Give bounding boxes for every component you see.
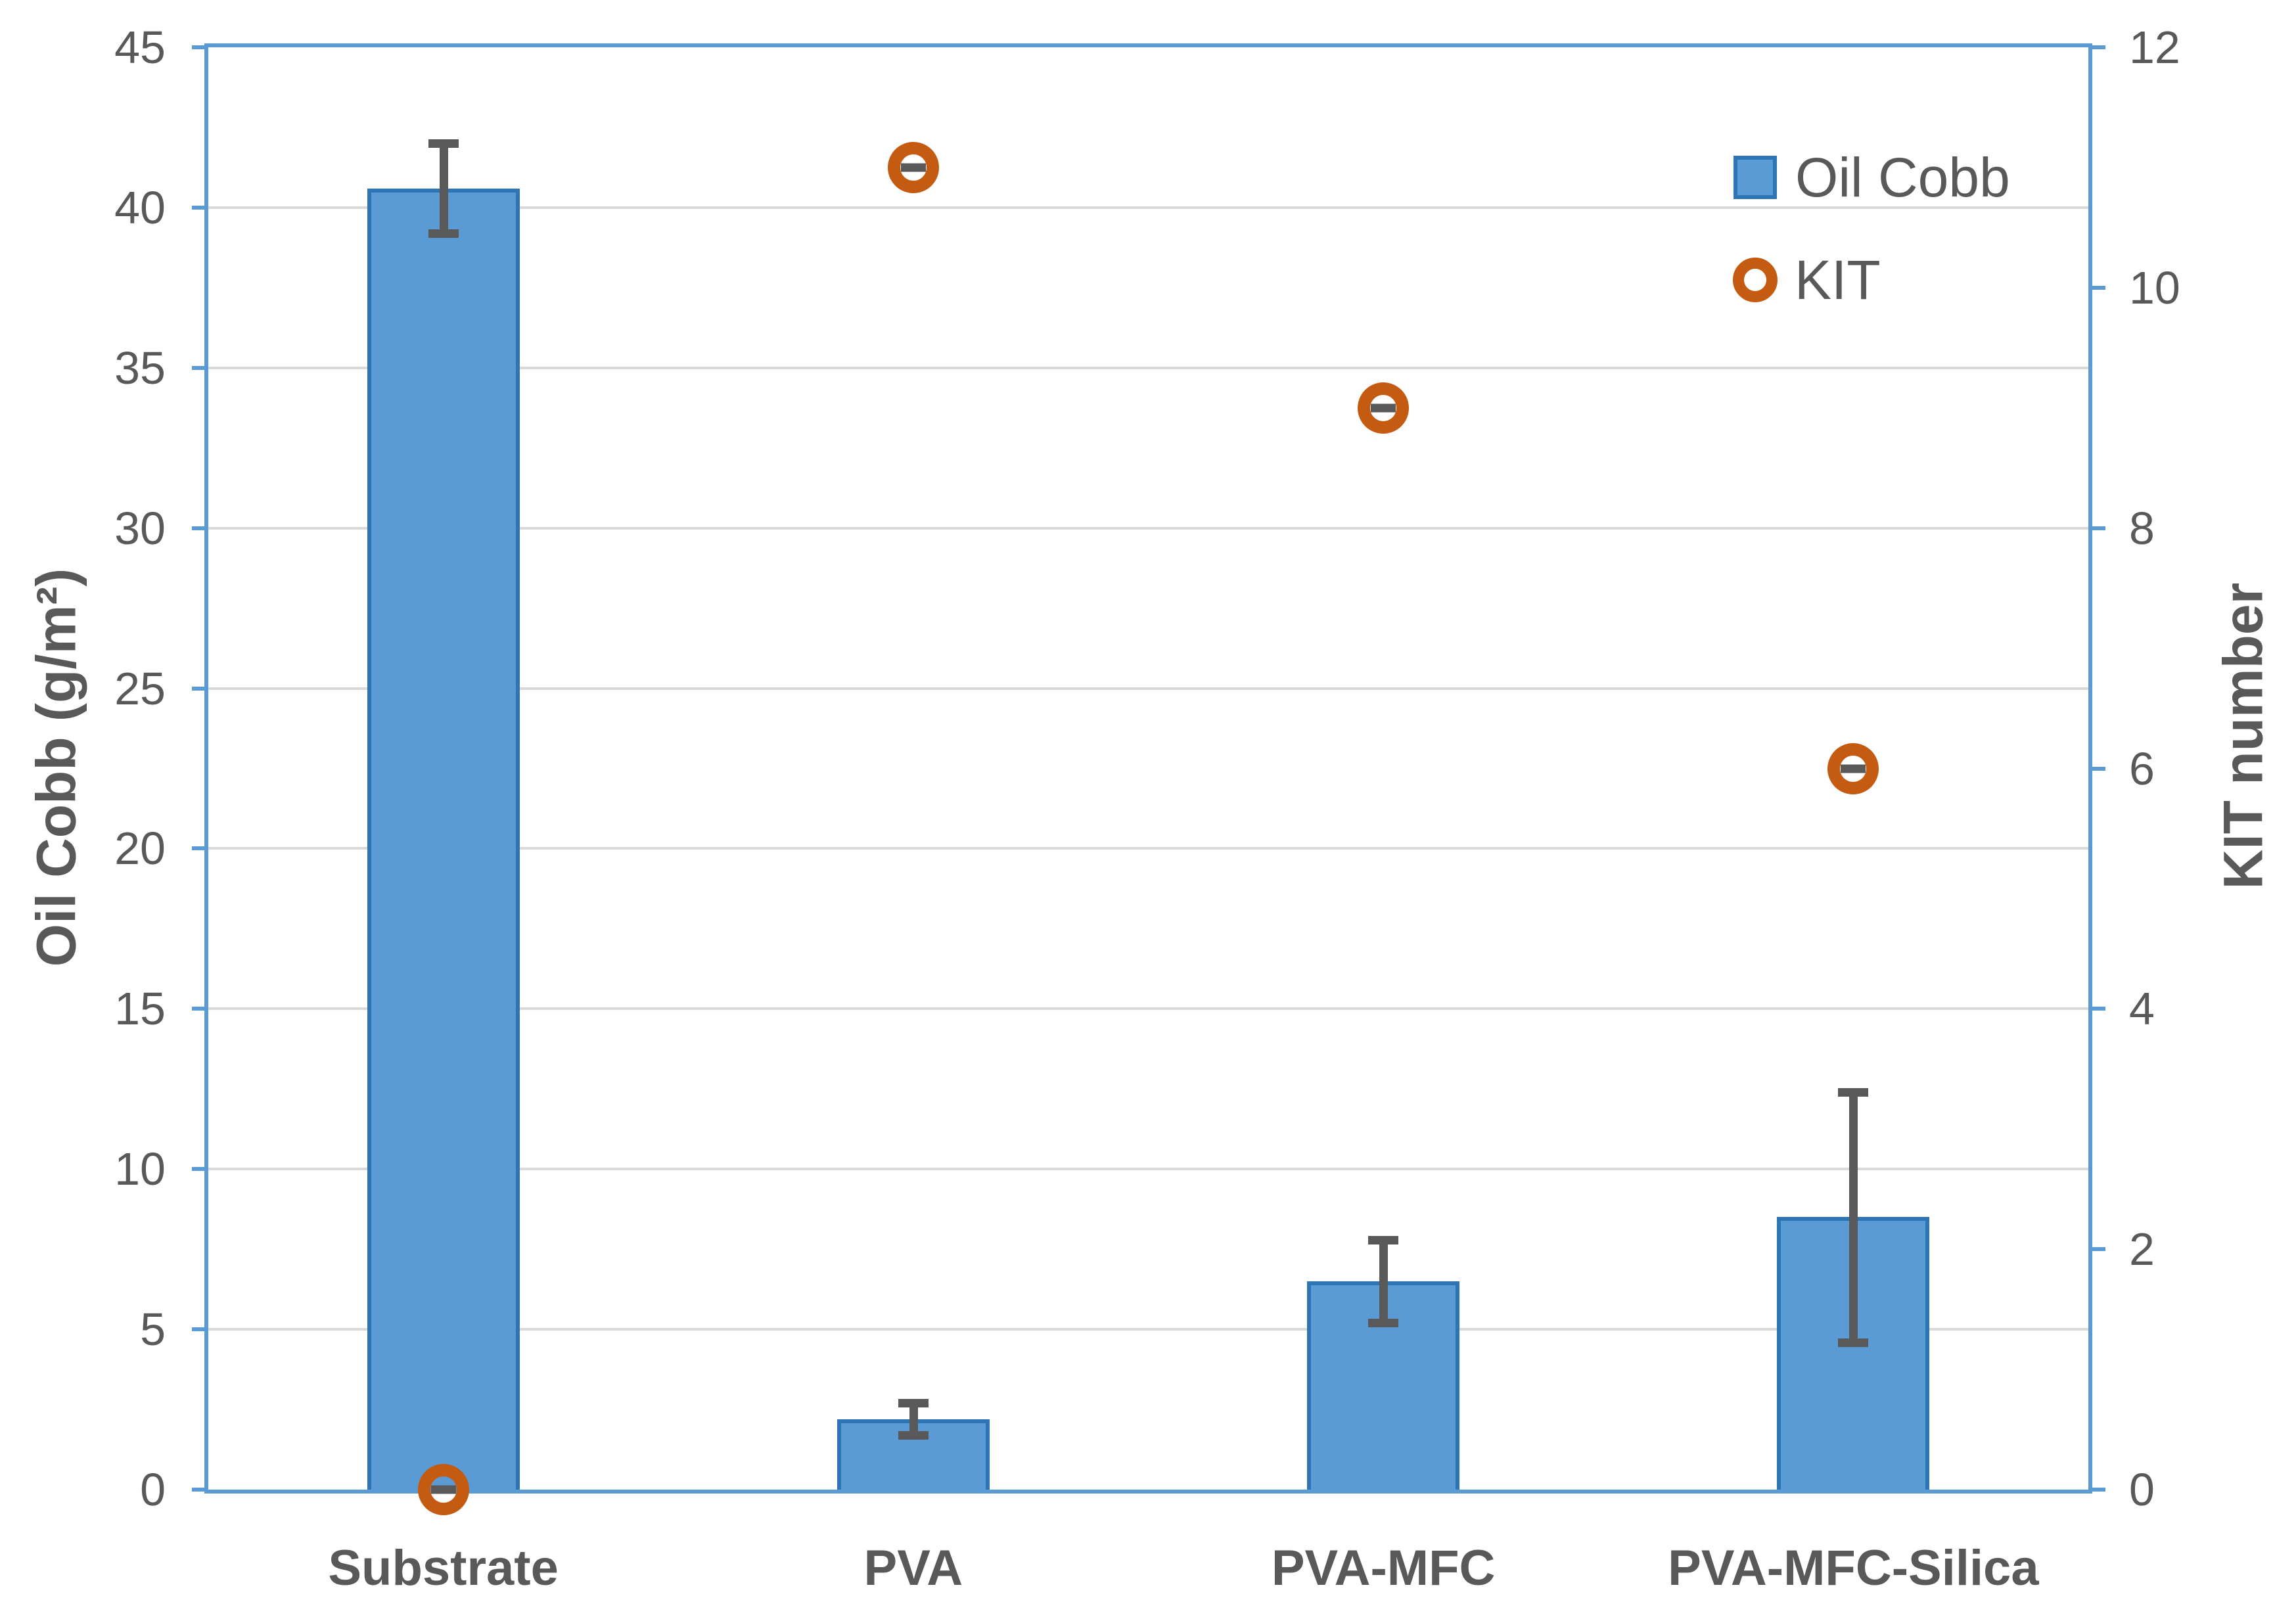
gridline-10 [208,1168,2088,1171]
category-label-Substrate: Substrate [328,1540,559,1596]
left-axis-tick-label-0: 0 [140,1464,166,1515]
left-axis-tick-label-25: 25 [114,662,166,714]
left-axis-tick-40 [192,205,206,210]
left-axis-tick-25 [192,686,206,691]
error-bar-line-PVA-MFC-Silica [1849,1092,1858,1342]
left-axis-tick-label-20: 20 [114,823,166,875]
right-axis-tick-6 [2091,766,2105,771]
kit-point-error-dash [900,163,926,172]
right-axis-tick-label-0: 0 [2129,1464,2155,1515]
oil-cobb-bar-Substrate [367,188,520,1490]
right-axis-tick-label-8: 8 [2129,502,2155,554]
error-bar-cap-bottom-Substrate [428,229,459,238]
right-axis-tick-label-4: 4 [2129,983,2155,1035]
kit-legend-ring-icon [1733,258,1778,302]
plot-area-frame [204,43,2092,1494]
right-axis-tick-12 [2091,45,2105,49]
left-axis-title: Oil Cobb (g/m²) [25,568,87,967]
left-axis-tick-0 [192,1488,206,1492]
left-axis-tick-35 [192,365,206,370]
category-label-PVA-MFC: PVA-MFC [1271,1540,1496,1596]
right-axis-tick-2 [2091,1247,2105,1252]
left-axis-tick-label-40: 40 [114,181,166,233]
right-axis-title: KIT number [2212,582,2274,890]
category-label-PVA-MFC-Silica: PVA-MFC-Silica [1668,1540,2039,1596]
oil-cobb-legend-swatch-icon [1733,156,1777,199]
right-axis-tick-label-6: 6 [2129,742,2155,794]
kit-point-PVA [887,141,939,193]
error-bar-line-Substrate [439,143,448,233]
error-bar-cap-bottom-PVA [898,1431,929,1440]
kit-point-error-dash [1371,403,1396,413]
left-axis-tick-30 [192,526,206,530]
right-axis-tick-label-2: 2 [2129,1223,2155,1275]
left-axis-tick-label-5: 5 [140,1304,166,1356]
error-bar-line-PVA [909,1403,918,1436]
error-bar-cap-top-Substrate [428,139,459,148]
left-axis-tick-20 [192,846,206,851]
left-axis-tick-15 [192,1007,206,1011]
error-bar-cap-bottom-PVA-MFC-Silica [1838,1338,1869,1347]
left-axis-tick-label-35: 35 [114,342,166,394]
gridline-30 [208,526,2088,530]
gridline-20 [208,847,2088,850]
right-axis-tick-8 [2091,526,2105,530]
gridline-5 [208,1328,2088,1331]
error-bar-line-PVA-MFC [1379,1239,1389,1323]
left-axis-tick-label-30: 30 [114,502,166,554]
legend-item-kit: KIT [1733,250,1881,309]
right-axis-tick-label-12: 12 [2129,22,2180,73]
right-axis-tick-label-10: 10 [2129,262,2180,313]
gridline-15 [208,1007,2088,1011]
kit-point-PVA-MFC [1358,382,1410,434]
right-axis-tick-4 [2091,1007,2105,1011]
error-bar-cap-bottom-PVA-MFC [1368,1319,1399,1328]
gridline-25 [208,687,2088,690]
left-axis-tick-45 [192,45,206,49]
kit-point-PVA-MFC-Silica [1827,742,1879,794]
kit-point-error-dash [430,1485,456,1494]
kit-legend-label: KIT [1795,249,1881,311]
right-axis-tick-10 [2091,285,2105,290]
error-bar-cap-top-PVA-MFC [1368,1235,1399,1244]
gridline-35 [208,366,2088,369]
left-axis-tick-label-10: 10 [114,1143,166,1195]
left-axis-tick-label-15: 15 [114,983,166,1035]
kit-point-Substrate [417,1464,469,1515]
gridline-40 [208,206,2088,209]
legend-item-oil-cobb: Oil Cobb [1733,148,2010,207]
left-axis-tick-5 [192,1327,206,1332]
oil-cobb-bar-PVA-MFC-Silica [1777,1217,1930,1490]
right-axis-tick-0 [2091,1488,2105,1492]
error-bar-cap-top-PVA [898,1399,929,1408]
oil-cobb-legend-label: Oil Cobb [1795,147,2010,208]
left-axis-tick-label-45: 45 [114,22,166,73]
category-label-PVA: PVA [863,1540,963,1596]
kit-point-error-dash [1841,764,1866,773]
left-axis-tick-10 [192,1167,206,1172]
error-bar-cap-top-PVA-MFC-Silica [1838,1088,1869,1097]
